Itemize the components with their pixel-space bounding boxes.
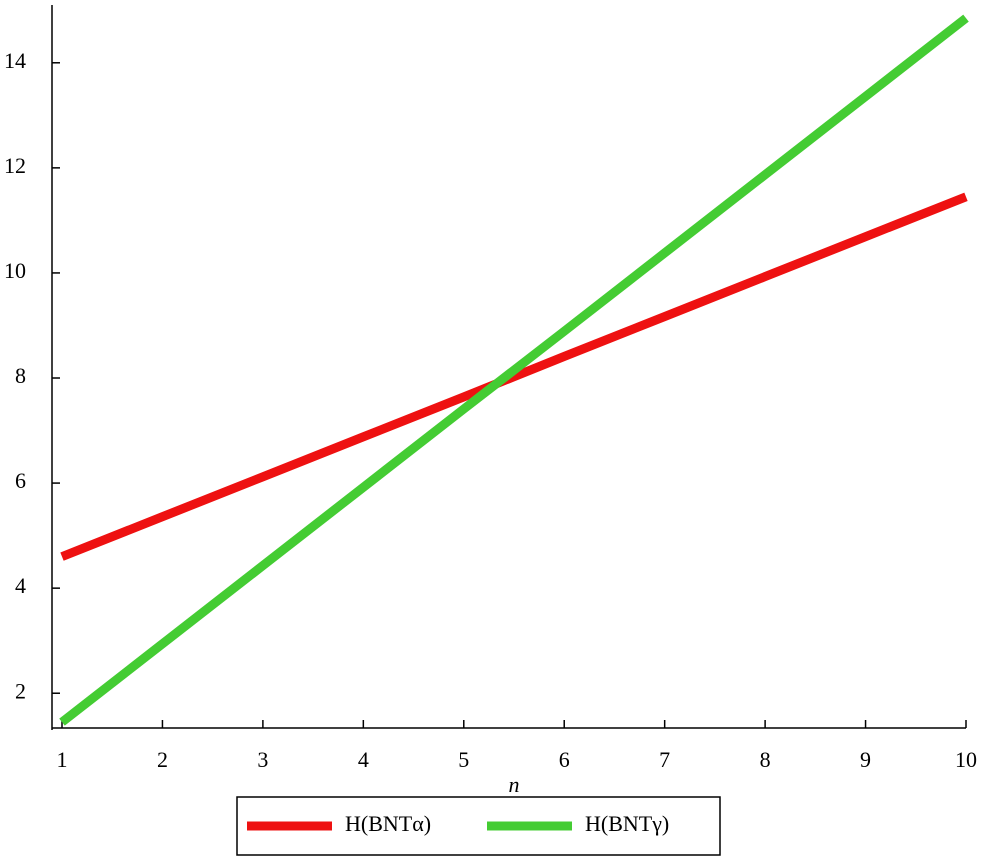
y-tick-label: 4 bbox=[15, 573, 26, 598]
x-tick-label: 2 bbox=[157, 747, 168, 772]
x-tick-label: 3 bbox=[257, 747, 268, 772]
y-tick-label: 8 bbox=[15, 363, 26, 388]
y-tick-label: 10 bbox=[4, 258, 26, 283]
x-tick-label: 1 bbox=[57, 747, 68, 772]
x-tick-label: 6 bbox=[559, 747, 570, 772]
y-tick-label: 14 bbox=[4, 48, 26, 73]
x-tick-label: 10 bbox=[955, 747, 977, 772]
x-tick-label: 9 bbox=[860, 747, 871, 772]
y-tick-label: 6 bbox=[15, 468, 26, 493]
legend-label: H(BNTα) bbox=[345, 811, 431, 836]
y-tick-label: 12 bbox=[4, 153, 26, 178]
x-axis-label: n bbox=[509, 772, 520, 797]
y-tick-label: 2 bbox=[15, 678, 26, 703]
x-tick-label: 7 bbox=[659, 747, 670, 772]
x-tick-label: 8 bbox=[760, 747, 771, 772]
series-line bbox=[59, 14, 969, 726]
legend-box bbox=[236, 796, 721, 856]
legend-label: H(BNTγ) bbox=[585, 811, 669, 836]
x-tick-label: 4 bbox=[358, 747, 369, 772]
x-tick-label: 5 bbox=[458, 747, 469, 772]
series-line bbox=[60, 192, 968, 561]
